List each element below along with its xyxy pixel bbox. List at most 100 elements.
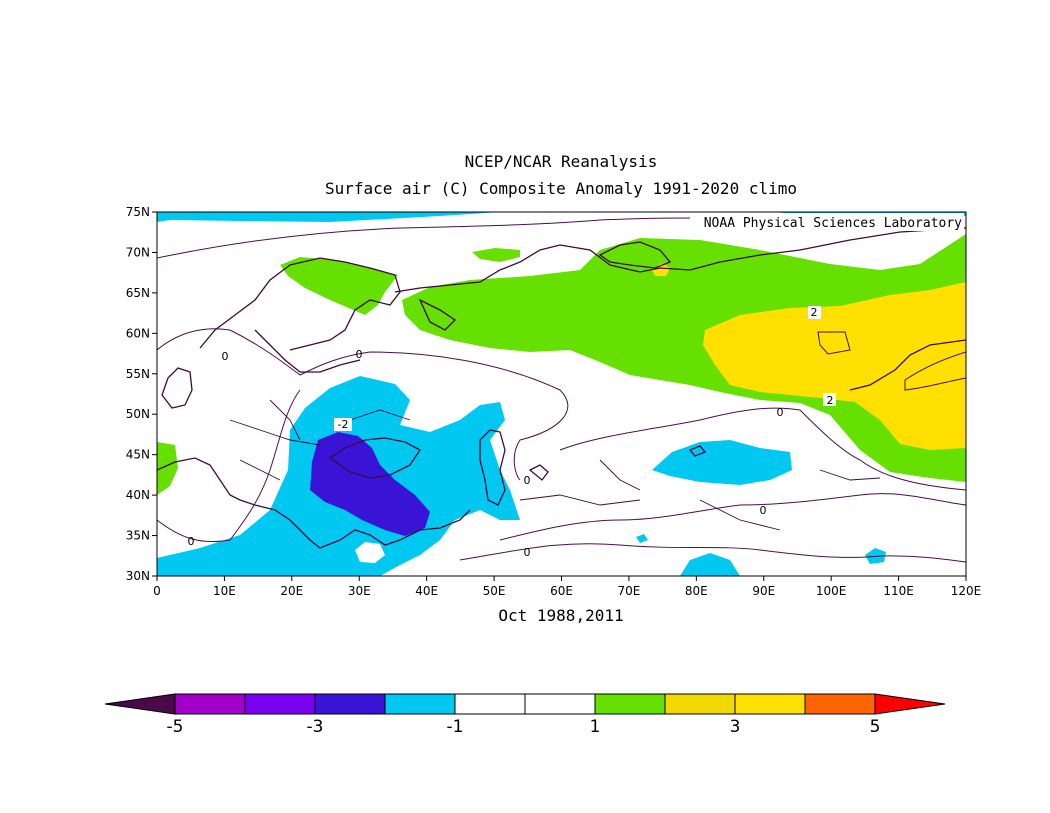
colorbar-label: -5 [167, 717, 184, 737]
contour-label-zero: 0 [777, 406, 784, 419]
longitude-axis: 0 10E 20E 30E 40E 50E 60E 70E 80E 90E 100E 110E 120E [153, 576, 981, 598]
coastline-black-sea [328, 437, 421, 479]
longitude-tick-label: 100E [816, 584, 847, 598]
colorbar-label: 5 [870, 717, 881, 737]
coastline-white-sea [418, 298, 457, 331]
strong-positive-anomaly-region [703, 282, 966, 450]
coastline-baltic [254, 329, 361, 373]
contour-label-zero: 0 [356, 348, 363, 361]
coastline-iberia-med [157, 457, 471, 549]
coastline-east-asia [849, 339, 966, 391]
contour-zero-north [157, 217, 701, 259]
contour-label-box [808, 306, 821, 319]
colorbar-swatch [244, 693, 316, 715]
contour-zero-europe [157, 328, 569, 481]
colorbar-labels: -5 -3 -1 1 3 5 [167, 717, 881, 737]
contour-label-box [823, 393, 836, 406]
negative-anomaly-region-top [157, 212, 500, 222]
latitude-tick-label: 40N [126, 488, 150, 502]
latitude-tick-label: 50N [126, 407, 150, 421]
contour-label-zero: 0 [524, 546, 531, 559]
latitude-tick-label: 60N [126, 326, 150, 340]
longitude-tick-label: 30E [348, 584, 371, 598]
colorbar-swatch [524, 693, 596, 715]
longitude-tick-label: 120E [951, 584, 982, 598]
latitude-tick-label: 30N [126, 569, 150, 583]
coastline-caspian [479, 429, 506, 506]
contour-two-east [817, 331, 851, 355]
colorbar-swatch [664, 693, 736, 715]
coastline-finland-russia [394, 227, 966, 293]
colorbar: -5 -3 -1 1 3 5 [104, 693, 946, 737]
figure-subtitle: Surface air (C) Composite Anomaly 1991-2… [325, 179, 797, 198]
latitude-tick-label: 70N [126, 245, 150, 259]
latitude-tick-label: 35N [126, 529, 150, 543]
latitude-tick-label: 75N [126, 205, 150, 219]
colorbar-left-arrow [104, 693, 176, 715]
colorbar-swatches [174, 693, 876, 715]
longitude-tick-label: 50E [483, 584, 506, 598]
longitude-tick-label: 80E [685, 584, 708, 598]
colorbar-swatch [454, 693, 526, 715]
longitude-tick-label: 90E [752, 584, 775, 598]
positive-anomaly-region-small-north [472, 248, 520, 262]
colorbar-swatch [174, 693, 246, 715]
colorbar-label: 1 [590, 717, 601, 737]
coastline-arctic-islands [598, 241, 672, 269]
colorbar-right-arrow [874, 693, 946, 715]
strong-negative-anomaly-region [310, 432, 430, 536]
colorbar-swatch [384, 693, 456, 715]
colorbar-swatch [314, 693, 386, 715]
longitude-tick-label: 110E [883, 584, 914, 598]
contour-label-minus2: -2 [338, 418, 349, 431]
map-panel: -2 0 0 0 0 0 0 2 2 0 NOAA Physical Scien… [156, 211, 967, 577]
contour-label-box [334, 418, 352, 431]
longitude-tick-label: 20E [280, 584, 303, 598]
latitude-tick-label: 65N [126, 286, 150, 300]
contour-label-zero: 0 [222, 350, 229, 363]
contour-zero-south [459, 543, 966, 563]
negative-anomaly-spot-south [680, 553, 740, 576]
coastline-norway [199, 257, 401, 351]
latitude-tick-label: 45N [126, 448, 150, 462]
period-label: Oct 1988,2011 [498, 606, 623, 625]
credit-label: NOAA Physical Sciences Laboratory [704, 216, 962, 231]
latitude-axis: 30N 35N 40N 45N 50N 55N 60N 65N 70N 75N [126, 205, 157, 583]
contour-label-zero: 0 [524, 474, 531, 487]
longitude-tick-label: 60E [550, 584, 573, 598]
shaded-regions [157, 212, 966, 576]
colorbar-label: -1 [447, 717, 464, 737]
contour-zero-asia [559, 407, 966, 491]
contour-label-two: 2 [811, 306, 818, 319]
contour-zero-east [499, 493, 966, 541]
contour-two-far-east [904, 351, 966, 391]
longitude-tick-label: 70E [617, 584, 640, 598]
coastline-country-borders [229, 399, 881, 531]
contour-labels: -2 0 0 0 0 0 0 2 2 0 [188, 306, 836, 559]
figure-title: NCEP/NCAR Reanalysis [465, 152, 658, 171]
contour-label-zero: 0 [760, 504, 767, 517]
colorbar-label: 3 [730, 717, 741, 737]
coastline-balkhash [688, 445, 707, 457]
near-zero-pocket [355, 542, 385, 563]
colorbar-swatch [804, 693, 876, 715]
latitude-tick-label: 55N [126, 367, 150, 381]
coastlines [157, 227, 966, 549]
negative-anomaly-region-central-asia [652, 440, 792, 485]
coastline-aral [528, 464, 549, 481]
colorbar-label: -3 [307, 717, 324, 737]
strong-positive-anomaly-spot [652, 263, 670, 276]
positive-anomaly-region-north-asia [402, 234, 966, 482]
colorbar-swatch [594, 693, 666, 715]
negative-anomaly-spot-tiny [636, 534, 648, 543]
coastline-uk [161, 367, 193, 409]
longitude-tick-label: 10E [213, 584, 236, 598]
contour-label-zero: 0 [188, 535, 195, 548]
positive-anomaly-region-west-edge [157, 442, 178, 495]
contour-label-two: 2 [827, 394, 834, 407]
credit-background [690, 213, 964, 231]
colorbar-swatch [734, 693, 806, 715]
longitude-tick-label: 40E [415, 584, 438, 598]
longitude-tick-label: 0 [153, 584, 161, 598]
